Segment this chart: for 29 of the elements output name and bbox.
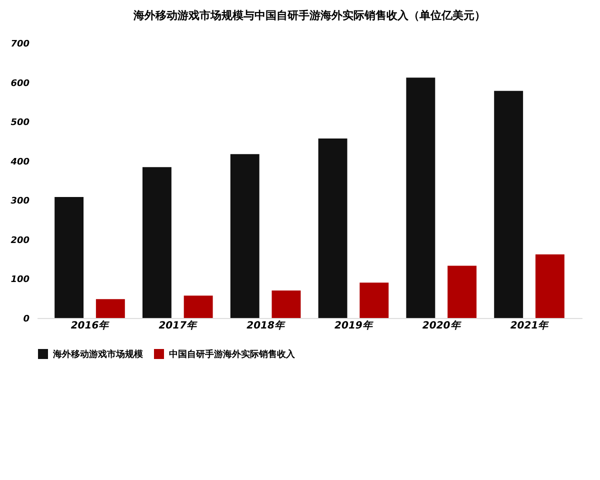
y-tick-label: 600 bbox=[10, 78, 30, 89]
x-tick-label: 2016年 bbox=[70, 320, 110, 332]
bar bbox=[406, 78, 436, 318]
y-tick-label: 100 bbox=[10, 275, 30, 286]
bar bbox=[54, 197, 84, 318]
bar bbox=[230, 154, 260, 318]
bar bbox=[360, 282, 389, 318]
bar bbox=[494, 90, 524, 318]
x-tick-label: 2020年 bbox=[422, 320, 462, 332]
y-tick-label: 500 bbox=[10, 118, 30, 128]
bar bbox=[272, 290, 301, 318]
bar bbox=[318, 138, 348, 318]
y-tick-label: 700 bbox=[10, 40, 30, 50]
legend-label: 海外移动游戏市场规模 bbox=[52, 349, 144, 360]
bar bbox=[142, 167, 172, 318]
y-tick-label: 400 bbox=[10, 157, 30, 168]
bar bbox=[184, 296, 213, 318]
y-tick-label: 300 bbox=[10, 196, 30, 207]
bar bbox=[96, 299, 125, 318]
y-tick-label: 0 bbox=[23, 314, 30, 324]
x-tick-label: 2018年 bbox=[246, 320, 286, 332]
y-tick-label: 200 bbox=[10, 236, 30, 246]
x-tick-label: 2021年 bbox=[510, 320, 550, 332]
legend-label: 中国自研手游海外实际销售收入 bbox=[169, 349, 296, 360]
bar bbox=[448, 266, 477, 318]
chart-title: 海外移动游戏市场规模与中国自研手游海外实际销售收入（单位亿美元） bbox=[132, 9, 486, 22]
x-tick-label: 2017年 bbox=[158, 320, 198, 332]
bar bbox=[535, 254, 564, 318]
x-tick-label: 2019年 bbox=[334, 320, 374, 332]
